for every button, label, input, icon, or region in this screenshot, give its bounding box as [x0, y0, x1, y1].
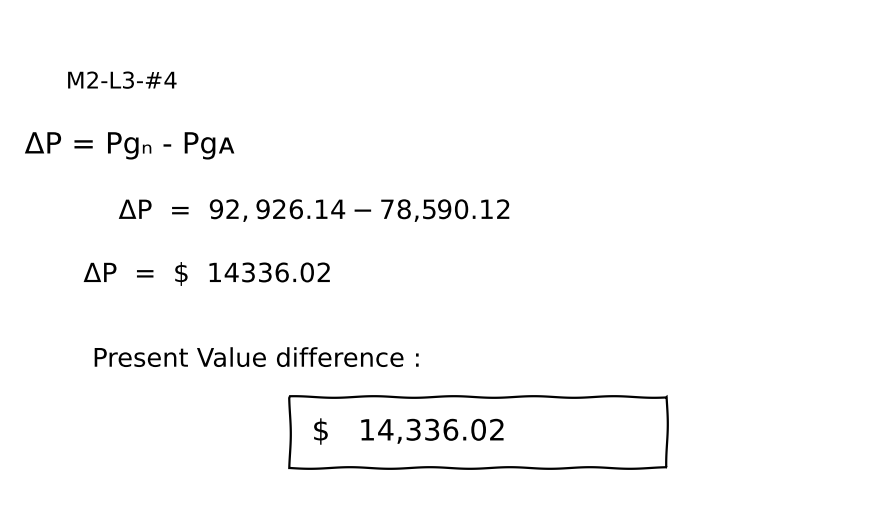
FancyBboxPatch shape: [289, 397, 667, 468]
Text: ΔP  =  $92,926.14 - $78,590.12: ΔP = $92,926.14 - $78,590.12: [118, 198, 510, 225]
Text: ΔP  =  $  14336.02: ΔP = $ 14336.02: [83, 262, 332, 288]
Text: ΔP = Pgₙ - Pgᴀ: ΔP = Pgₙ - Pgᴀ: [25, 132, 235, 159]
Text: M2-L3-#4: M2-L3-#4: [66, 70, 177, 94]
Text: Present Value difference :: Present Value difference :: [92, 346, 423, 373]
Text: $   14,336.02: $ 14,336.02: [311, 418, 506, 446]
